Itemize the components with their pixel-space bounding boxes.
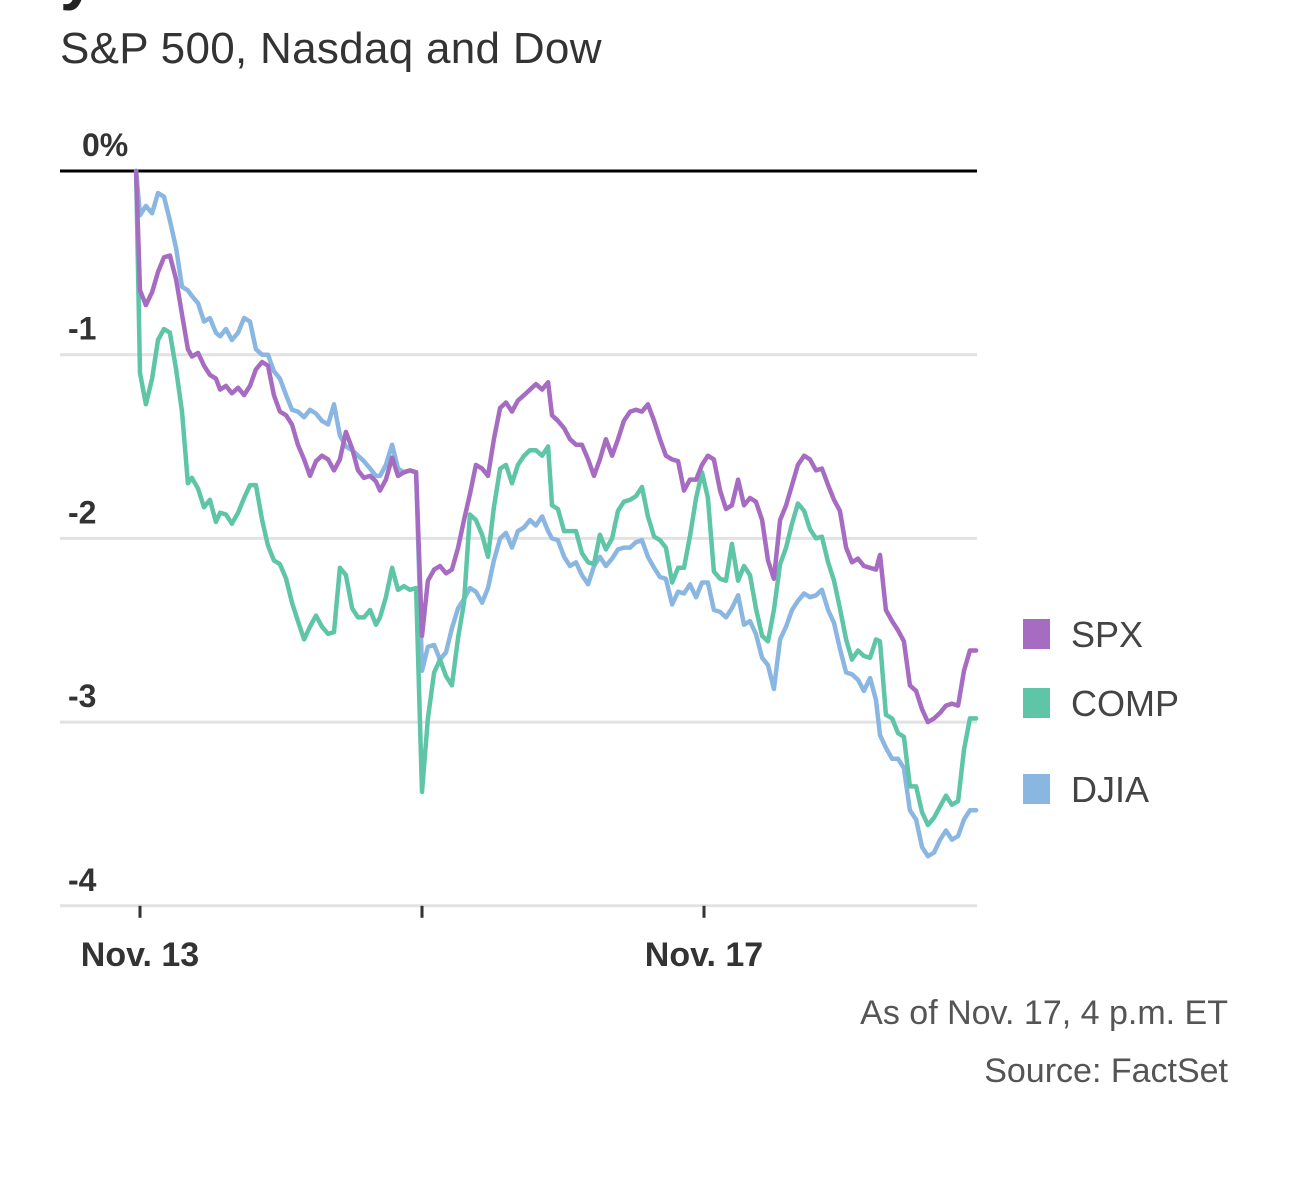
y-tick-label: -1 <box>68 311 96 347</box>
legend-label-djia: DJIA <box>1071 769 1149 810</box>
legend-label-comp: COMP <box>1071 683 1179 724</box>
legend-swatch-comp <box>1023 688 1050 718</box>
series-lines <box>133 168 979 859</box>
chart-title-fragment: y <box>60 0 96 12</box>
y-tick-label: -3 <box>68 678 96 714</box>
x-tick-label: Nov. 13 <box>81 936 199 974</box>
source-note: Source: FactSet <box>984 1052 1228 1090</box>
legend-swatch-djia <box>1023 774 1050 804</box>
legend-label-spx: SPX <box>1071 614 1143 655</box>
y-axis-labels: 0% -1 -2 -3 -4 <box>68 127 128 898</box>
series-line-djia <box>133 168 979 859</box>
y-tick-label: 0% <box>82 127 128 163</box>
x-tick-label: Nov. 17 <box>645 936 763 974</box>
chart-subtitle: S&P 500, Nasdaq and Dow <box>60 24 602 73</box>
legend: SPX COMP DJIA <box>1023 614 1179 810</box>
as-of-note: As of Nov. 17, 4 p.m. ET <box>860 994 1228 1032</box>
legend-swatch-spx <box>1023 619 1050 649</box>
x-axis: Nov. 13 Nov. 17 <box>81 905 763 974</box>
y-tick-label: -2 <box>68 494 96 530</box>
gridlines <box>60 169 977 908</box>
series-line-comp <box>133 168 979 828</box>
series-line-spx <box>133 168 979 725</box>
y-tick-label: -4 <box>68 862 97 898</box>
